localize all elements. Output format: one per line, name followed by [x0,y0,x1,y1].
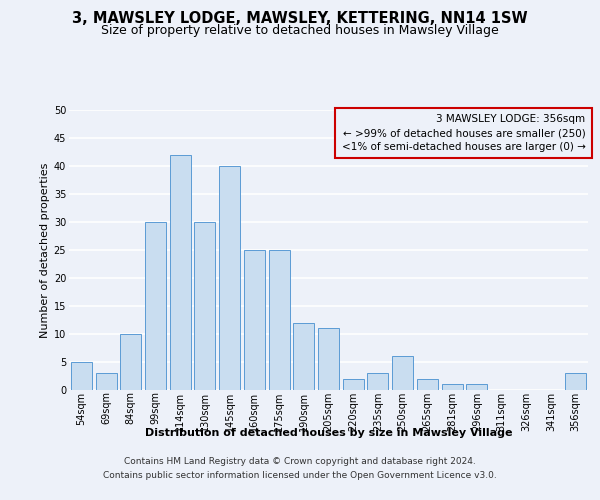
Bar [244,250,265,390]
Text: Contains HM Land Registry data © Crown copyright and database right 2024.: Contains HM Land Registry data © Crown c… [124,458,476,466]
Bar [466,384,487,390]
Bar [219,166,240,390]
Bar [71,362,92,390]
Bar [565,373,586,390]
Bar [95,373,116,390]
Y-axis label: Number of detached properties: Number of detached properties [40,162,50,338]
Text: 3, MAWSLEY LODGE, MAWSLEY, KETTERING, NN14 1SW: 3, MAWSLEY LODGE, MAWSLEY, KETTERING, NN… [72,11,528,26]
Bar [145,222,166,390]
Bar [293,323,314,390]
Bar [442,384,463,390]
Bar [120,334,141,390]
Text: Distribution of detached houses by size in Mawsley Village: Distribution of detached houses by size … [145,428,512,438]
Bar [417,379,438,390]
Text: Size of property relative to detached houses in Mawsley Village: Size of property relative to detached ho… [101,24,499,37]
Bar [367,373,388,390]
Text: Contains public sector information licensed under the Open Government Licence v3: Contains public sector information licen… [103,471,497,480]
Text: 3 MAWSLEY LODGE: 356sqm
← >99% of detached houses are smaller (250)
<1% of semi-: 3 MAWSLEY LODGE: 356sqm ← >99% of detach… [341,114,586,152]
Bar [392,356,413,390]
Bar [343,379,364,390]
Bar [194,222,215,390]
Bar [318,328,339,390]
Bar [269,250,290,390]
Bar [170,155,191,390]
